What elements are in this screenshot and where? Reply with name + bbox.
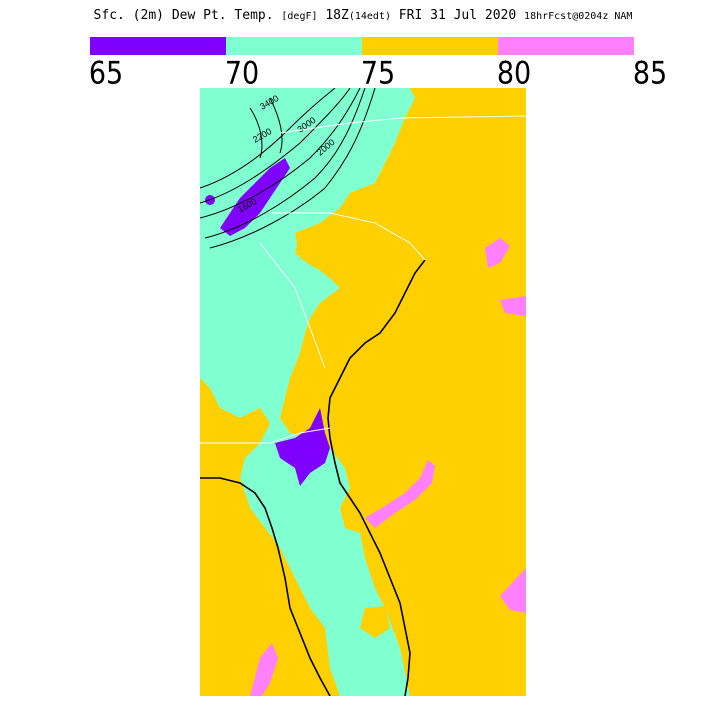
dewpoint-area-70-75-north bbox=[200, 88, 340, 358]
dewpoint-area-75-80-upstate bbox=[295, 238, 380, 288]
contour-line bbox=[200, 88, 361, 219]
dewpoint-area-75-80-fl bbox=[200, 478, 310, 696]
dewpoint-area-65-70-ga bbox=[275, 408, 330, 486]
border-line bbox=[279, 115, 526, 134]
dewpoint-area-65-70-mountains bbox=[220, 158, 290, 236]
title-local-time: (14edt) bbox=[348, 11, 391, 22]
border-line bbox=[200, 432, 301, 444]
title-unit: [degF] bbox=[281, 11, 318, 22]
color-legend bbox=[90, 37, 634, 55]
legend-tick-70: 70 bbox=[224, 55, 260, 92]
title-variable: Sfc. (2m) Dew Pt. Temp. bbox=[93, 8, 282, 23]
legend-swatch-80-85 bbox=[498, 37, 634, 55]
dewpoint-area-70-75-fl-west bbox=[310, 538, 350, 583]
dewpoint-area-80-85-bahamas bbox=[500, 568, 526, 613]
title-forecast: 18hrFcst@0204z bbox=[524, 11, 609, 22]
coastline bbox=[327, 259, 426, 696]
border-line bbox=[259, 242, 326, 369]
state-borders bbox=[200, 115, 526, 444]
contour-line bbox=[249, 107, 263, 159]
contour-line bbox=[200, 88, 351, 204]
dewpoint-area-70-75-fl bbox=[310, 548, 385, 696]
dewpoint-area-80-85-gulfstream bbox=[365, 460, 435, 528]
legend-tick-65: 65 bbox=[88, 55, 124, 92]
dewpoint-area-80-85-fl-keys bbox=[250, 643, 278, 696]
legend-ticks: 65 70 75 80 85 bbox=[0, 56, 726, 92]
gulf-coastline bbox=[200, 477, 331, 696]
legend-tick-80: 80 bbox=[496, 55, 532, 92]
contour-line bbox=[209, 88, 376, 249]
border-line bbox=[270, 212, 426, 261]
map-title: Sfc. (2m) Dew Pt. Temp. [degF] 18Z(14edt… bbox=[0, 8, 726, 23]
contour-line bbox=[269, 97, 283, 154]
legend-swatch-65-70 bbox=[90, 37, 226, 55]
dewpoint-area-80-85-offshore-ne bbox=[500, 296, 526, 316]
map-canvas: 3400 3000 2200 2000 1600 bbox=[200, 88, 526, 696]
legend-swatch-70-75 bbox=[226, 37, 362, 55]
dewpoint-area-80-85-offshore-n bbox=[485, 238, 510, 268]
dewpoint-map: 3400 3000 2200 2000 1600 bbox=[200, 88, 526, 696]
legend-swatch-75-80 bbox=[362, 37, 498, 55]
dewpoint-area-75-80-fl-inner bbox=[360, 606, 390, 638]
border-line bbox=[299, 427, 331, 434]
title-date: FRI 31 Jul 2020 bbox=[390, 8, 525, 23]
legend-tick-85: 85 bbox=[632, 55, 668, 92]
legend-tick-75: 75 bbox=[360, 55, 396, 92]
title-model: NAM bbox=[608, 11, 633, 22]
contour-line bbox=[204, 88, 366, 239]
title-time: 18Z bbox=[317, 8, 349, 23]
